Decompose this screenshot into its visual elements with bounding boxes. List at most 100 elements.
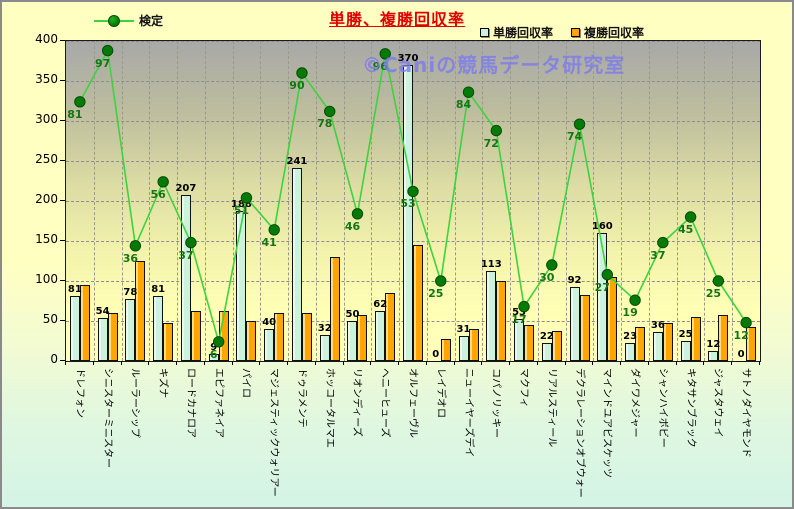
y-axis-tick-label: 100 xyxy=(35,272,58,286)
x-axis-tick xyxy=(398,361,400,365)
tansho-bar xyxy=(208,353,219,361)
v-gridline xyxy=(732,41,734,361)
kentei-point xyxy=(212,336,225,348)
fukusho-bar xyxy=(79,285,90,361)
tansho-value-label: 23 xyxy=(623,330,638,342)
v-gridline xyxy=(676,41,678,361)
kentei-value-label: 90 xyxy=(289,79,305,92)
tansho-bar xyxy=(69,296,80,361)
tansho-bar xyxy=(180,195,191,361)
tansho-value-label: 370 xyxy=(397,53,419,64)
fukusho-bar xyxy=(468,329,479,361)
v-gridline xyxy=(315,41,317,361)
tansho-value-label: 81 xyxy=(151,284,166,296)
tansho-bar xyxy=(97,317,108,361)
x-axis-label: マインドユアビスケッツ xyxy=(601,368,613,478)
kentei-value-label: 46 xyxy=(344,219,361,233)
tansho-value-label: 92 xyxy=(567,275,582,287)
v-gridline xyxy=(704,41,706,361)
kentei-value-label: 78 xyxy=(317,117,333,131)
kentei-point xyxy=(546,259,558,271)
tansho-value-label: 0 xyxy=(737,349,745,360)
x-axis-tick xyxy=(203,361,205,365)
fukusho-bar xyxy=(746,327,757,361)
kentei-value-label: 84 xyxy=(455,98,472,112)
x-axis-label: ヘニーヒューズ xyxy=(379,368,391,438)
kentei-point xyxy=(324,105,336,118)
x-axis-tick xyxy=(148,361,150,365)
tansho-bar xyxy=(597,233,608,361)
kentei-point xyxy=(462,86,475,98)
kentei-value-label: 81 xyxy=(67,107,83,121)
v-gridline xyxy=(343,41,345,361)
kentei-value-label: 19 xyxy=(622,306,638,320)
tansho-bar xyxy=(569,287,580,361)
tansho-bar xyxy=(458,336,469,361)
h-gridline xyxy=(66,201,760,202)
kentei-point xyxy=(407,185,419,198)
tansho-value-label: 36 xyxy=(650,320,665,332)
kentei-value-label: 12 xyxy=(733,328,749,342)
x-axis-tick xyxy=(370,361,372,365)
plot-area: ©Caniの競馬データ研究室 81 54 78 81 207 9 188 40 241 32 50 6… xyxy=(65,40,761,362)
y-axis-tick-label: 300 xyxy=(35,112,58,126)
fukusho-bar xyxy=(385,293,396,361)
tansho-bar xyxy=(430,361,441,362)
kentei-value-label: 72 xyxy=(483,136,499,150)
tansho-value-label: 78 xyxy=(123,286,138,298)
kentei-point xyxy=(740,316,752,329)
fukusho-bar xyxy=(579,294,590,361)
tansho-bar xyxy=(541,343,552,361)
fukusho-bar xyxy=(301,313,312,361)
tansho-value-label: 40 xyxy=(262,317,277,328)
x-axis-tick xyxy=(120,361,122,365)
fukusho-bar xyxy=(357,315,368,361)
v-gridline xyxy=(482,41,484,361)
kentei-point xyxy=(268,224,280,236)
tansho-bar xyxy=(264,329,275,361)
v-gridline xyxy=(93,41,95,361)
kentei-point xyxy=(74,96,86,108)
y-axis-tick-label: 50 xyxy=(42,312,58,326)
legend-kentei-label: 検定 xyxy=(139,14,164,28)
x-axis-tick xyxy=(65,361,66,365)
y-axis-tick-label: 150 xyxy=(35,232,58,246)
x-axis-label: マクフィ xyxy=(518,368,530,408)
x-axis-tick xyxy=(731,361,733,365)
tansho-bar xyxy=(736,361,747,362)
kentei-value-label: 96 xyxy=(372,59,388,73)
v-gridline xyxy=(621,41,623,361)
y-axis-tick xyxy=(60,240,65,241)
v-gridline xyxy=(232,41,234,361)
kentei-value-label: 56 xyxy=(150,187,166,201)
tansho-value-label: 160 xyxy=(591,221,613,232)
y-axis-tick-label: 0 xyxy=(50,352,58,366)
kentei-value-label: 97 xyxy=(94,56,111,70)
fukusho-bar xyxy=(607,277,618,361)
fukusho-bar xyxy=(135,261,146,361)
v-gridline xyxy=(399,41,401,361)
watermark: ©Caniの競馬データ研究室 xyxy=(362,53,626,77)
x-axis-tick xyxy=(675,361,677,365)
x-axis-label: コパノリッキー xyxy=(490,368,502,438)
y-axis-tick xyxy=(60,40,65,41)
kentei-value-label: 36 xyxy=(122,251,139,265)
tansho-value-label: 188 xyxy=(231,198,252,210)
y-axis-tick-label: 200 xyxy=(35,192,58,206)
tansho-bar xyxy=(153,296,164,361)
tansho-value-label: 31 xyxy=(456,324,471,336)
x-axis-label: リアルスティール xyxy=(545,368,557,448)
x-axis-label: ルーラーシップ xyxy=(129,368,141,438)
kentei-point xyxy=(684,211,697,223)
y-axis-tick xyxy=(60,200,65,201)
kentei-point xyxy=(601,268,614,281)
h-gridline xyxy=(66,121,760,122)
x-axis-label: レイデオロ xyxy=(434,368,446,418)
v-gridline xyxy=(426,41,428,361)
x-axis-tick xyxy=(759,361,760,365)
v-gridline xyxy=(260,41,262,361)
v-gridline xyxy=(149,41,151,361)
legend-item-tansho: 単勝回収率 xyxy=(480,24,553,41)
tansho-value-label: 25 xyxy=(678,329,693,340)
h-gridline xyxy=(66,161,760,162)
